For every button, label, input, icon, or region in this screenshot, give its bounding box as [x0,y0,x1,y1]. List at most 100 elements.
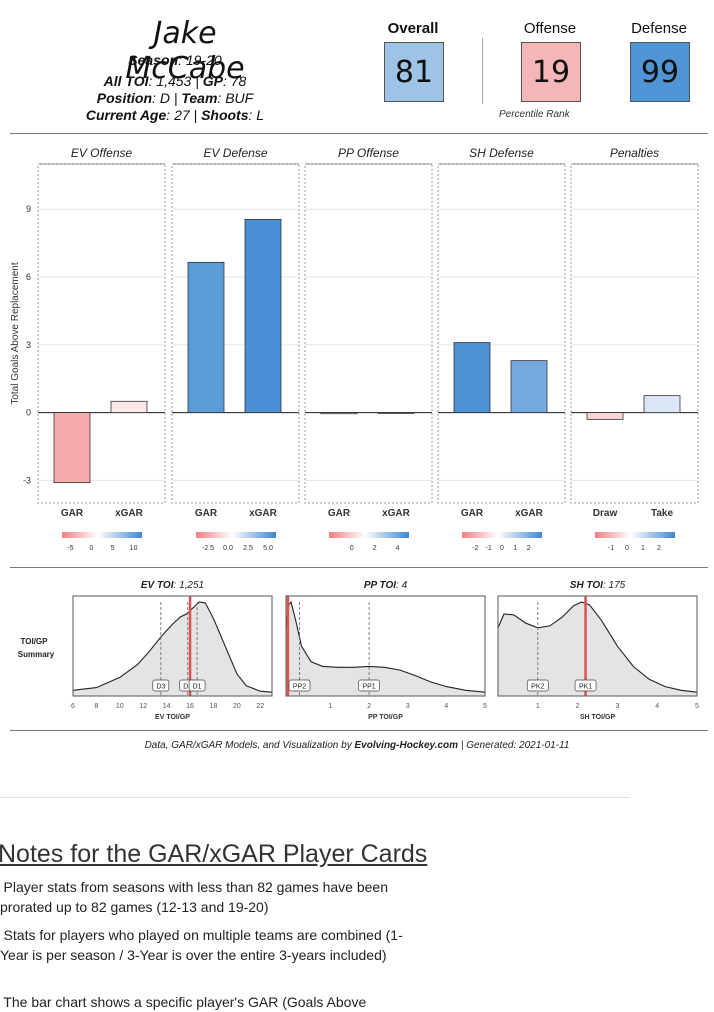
category-label: GAR [61,508,84,519]
facet-title: EV Offense [71,146,133,160]
legend-tick-label: 2 [657,545,661,552]
facet-border [570,163,699,504]
legend-colorbar [462,532,542,538]
x-tick-label: 12 [139,703,147,710]
density-area [286,602,485,696]
bar [53,412,91,484]
overall-label: Overall [387,20,439,37]
legend-tick-label: 2 [527,545,531,552]
x-tick-label: 10 [116,703,124,710]
x-tick-label: 1 [328,703,332,710]
legend-tick-label: 2 [373,545,377,552]
bar [320,412,358,415]
legend-tick-label: -1 [608,545,614,552]
panel-frame [497,595,698,697]
x-tick-label: 18 [210,703,218,710]
category-label: GAR [195,508,218,519]
legend-tick-label: 1 [513,545,517,552]
panel-title-label: EV TOI [141,580,174,591]
marker-label: PP2 [293,684,306,691]
category-label: GAR [461,508,484,519]
legend-colorbar [595,532,675,538]
category-label: xGAR [515,508,544,519]
y-tick-label: 9 [26,204,31,214]
bar [244,218,282,413]
legend-tick-label: 4 [396,545,400,552]
footer-credit: Data, GAR/xGAR Models, and Visualization… [144,740,570,751]
category-label: xGAR [249,508,278,519]
density-area [498,602,697,696]
bar [510,360,548,413]
marker-label-box [288,679,311,692]
legend-tick-label: -5 [67,545,73,552]
panel-title-sep: : [174,580,180,591]
y-axis-label: Total Goals Above Replacement [10,262,21,405]
legend-tick-label: 0 [350,545,354,552]
legend-tick-label: 5.0 [263,545,273,552]
density-line [497,601,698,693]
note-item-1: - Player stats from seasons with less th… [0,879,388,915]
legend-tick-label: 10 [130,545,138,552]
legend-colorbar [196,532,276,538]
defense-label: Defense [631,20,687,37]
toi-line: All TOI: 1,453 | GP: 78 [103,73,247,89]
x-axis-label: PP TOI/GP [368,714,403,721]
offense-rank-box: 19 [521,42,581,102]
panel-title-value: 1,251 [179,580,204,591]
density-line [285,600,486,693]
x-tick-label: 6 [71,703,75,710]
panel-title-sep: : [396,580,402,591]
category-label: xGAR [382,508,411,519]
facet-border [304,163,433,504]
x-tick-label: 4 [655,703,659,710]
facet-title: EV Defense [203,146,267,160]
x-tick-label: 5 [695,703,699,710]
marker-label: PK1 [579,684,592,691]
legend-tick-label: -2.5 [202,545,214,552]
x-tick-label: 5 [483,703,487,710]
chart-divider [10,567,708,568]
panel-frame [285,595,486,697]
y-tick-label: -3 [23,475,31,485]
legend-tick-label: 1 [641,545,645,552]
y-tick-label: 0 [26,408,31,418]
x-tick-label: 8 [94,703,98,710]
x-tick-label: 4 [444,703,448,710]
season-line: Season: 19-20 [128,52,222,68]
gar-bar-chart: Total Goals Above Replacement -3 0 3 6 9 EV Of… [10,146,699,552]
position-line: Position: D | Team: BUF [96,90,254,106]
x-tick-label: 2 [576,703,580,710]
x-tick-label: 20 [233,703,241,710]
panel-title: PP TOI: 4 [364,580,408,591]
x-tick-label: 3 [406,703,410,710]
category-label: Draw [593,508,618,519]
facet-border [171,163,300,504]
note-item-2: - Stats for players who played on multip… [0,927,403,963]
facet-title: PP Offense [338,146,399,160]
x-tick-label: 16 [186,703,194,710]
bar [110,400,148,413]
player-name: Jake McCabe [125,16,245,86]
x-tick-label: 1 [536,703,540,710]
panel-title-value: 175 [609,580,626,591]
marker-label: PK2 [531,684,544,691]
offense-label: Offense [523,20,577,37]
facet-title: Penalties [610,146,659,160]
legend-tick-label: 0 [90,545,94,552]
row-label: TOI/GP [21,637,49,646]
legend-tick-label: -1 [486,545,492,552]
marker-label-box [152,679,170,692]
panel-title-sep: : [603,580,609,591]
notes-divider [0,797,630,798]
marker-label-box [188,679,206,692]
rank-divider [482,38,483,104]
note-item-3: - The bar chart shows a specific player'… [0,994,367,1010]
category-label: GAR [328,508,351,519]
row-label: Summary [18,650,55,659]
y-tick-label: 6 [26,272,31,282]
marker-label: PP1 [362,684,375,691]
marker-label: D1 [193,684,202,691]
category-label: Take [651,508,673,519]
marker-label-box [358,679,380,692]
panel-title-label: SH TOI [570,580,603,591]
